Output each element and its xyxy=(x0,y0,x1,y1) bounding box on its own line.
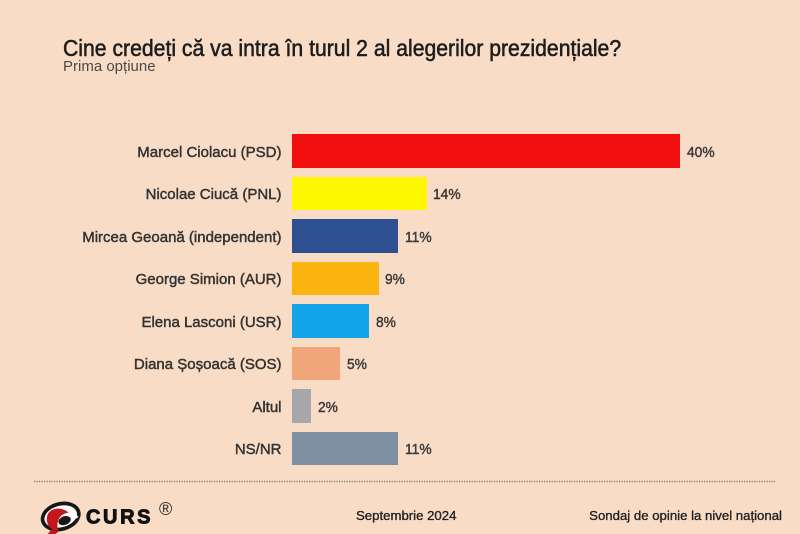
svg-text:CURS: CURS xyxy=(86,507,153,529)
svg-text:®: ® xyxy=(159,499,172,519)
